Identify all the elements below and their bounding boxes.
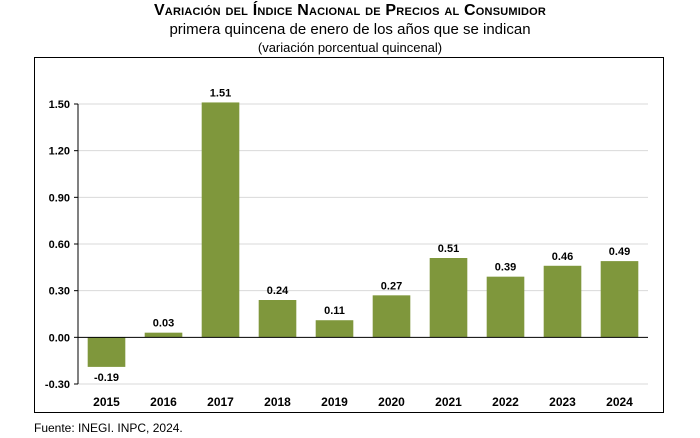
bar <box>543 265 582 338</box>
bar <box>144 332 183 338</box>
data-label: -0.19 <box>94 372 119 384</box>
x-tick-label: 2022 <box>492 395 519 409</box>
bars <box>87 102 639 367</box>
x-tick-label: 2019 <box>321 395 348 409</box>
chart-subtitle: primera quincena de enero de los años qu… <box>169 21 531 38</box>
x-tick-label: 2015 <box>93 395 120 409</box>
data-label: 0.27 <box>381 280 402 292</box>
bar <box>486 276 525 338</box>
bar <box>201 102 240 338</box>
data-label: 0.24 <box>267 285 289 297</box>
gridlines <box>78 103 648 385</box>
data-label: 1.51 <box>210 87 231 99</box>
chart-units-note: (variación porcentual quincenal) <box>257 40 443 55</box>
x-tick-label: 2017 <box>207 395 234 409</box>
x-tick-label: 2016 <box>150 395 177 409</box>
labels: -0.30 0.00 0.30 0.60 0.90 1.20 1.50 -0.19 2015 0.… <box>45 87 633 409</box>
data-label: 0.46 <box>552 251 573 263</box>
bar <box>315 320 354 338</box>
source-note: Fuente: INEGI. INPC, 2024. <box>34 421 183 435</box>
y-tick-label: 1.50 <box>49 99 70 111</box>
y-tick-label: 1.20 <box>49 146 70 158</box>
data-label: 0.39 <box>495 262 516 274</box>
x-tick-label: 2023 <box>549 395 576 409</box>
source-year: , 2024. <box>146 421 183 435</box>
y-tick-label: 0.00 <box>49 332 70 344</box>
y-tick-label: 0.90 <box>49 192 70 204</box>
x-tick-label: 2024 <box>606 395 633 409</box>
chart-frame <box>34 57 664 413</box>
x-tick-label: 2020 <box>378 395 405 409</box>
y-tick-label: -0.30 <box>45 379 70 391</box>
bar <box>372 295 411 338</box>
y-tick-label: 0.30 <box>49 286 70 298</box>
data-label: 0.51 <box>438 243 459 255</box>
chart-title: Variación del Índice Nacional de Precios… <box>153 2 547 19</box>
bar <box>87 337 126 367</box>
bar <box>429 258 468 338</box>
x-tick-label: 2018 <box>264 395 291 409</box>
source-org: INEGI. INPC <box>78 421 147 435</box>
data-label: 0.49 <box>609 246 630 258</box>
y-tick-label: 0.60 <box>49 239 70 251</box>
source-prefix: Fuente: <box>34 421 79 435</box>
bar <box>600 261 639 338</box>
bar <box>258 300 297 338</box>
x-tick-label: 2021 <box>435 395 462 409</box>
data-label: 0.03 <box>153 318 174 330</box>
axes <box>74 103 648 385</box>
data-label: 0.11 <box>324 305 345 317</box>
